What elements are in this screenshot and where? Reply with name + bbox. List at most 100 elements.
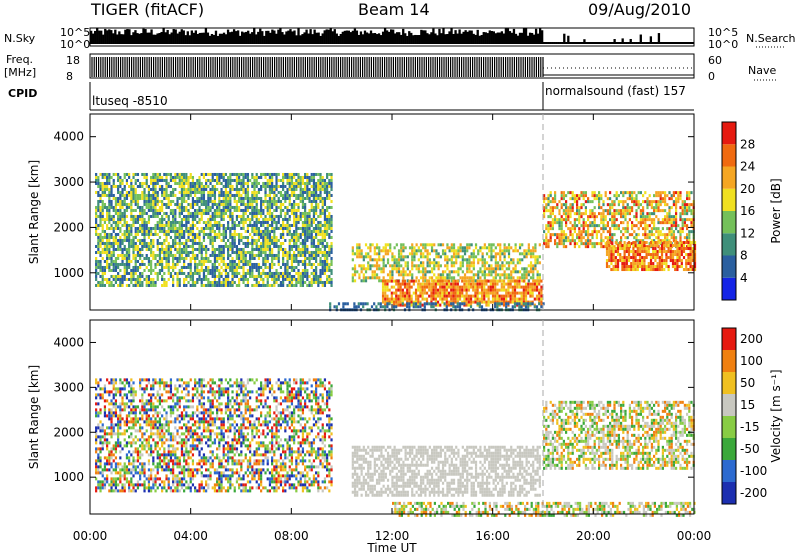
heatmap-cell [308, 181, 311, 185]
heatmap-cell [216, 172, 219, 176]
heatmap-cell [187, 181, 190, 185]
heatmap-cell [218, 274, 221, 278]
heatmap-cell [323, 229, 327, 233]
heatmap-cell [277, 274, 280, 278]
heatmap-cell [275, 241, 278, 245]
heatmap-cell [501, 264, 504, 268]
heatmap-cell [558, 200, 561, 204]
heatmap-cell [132, 193, 135, 197]
heatmap-cell [200, 208, 203, 212]
heatmap-cell [233, 205, 236, 209]
heatmap-cell [390, 285, 393, 289]
heatmap-cell [326, 226, 329, 230]
heatmap-cell [220, 238, 223, 242]
heatmap-cell [319, 262, 322, 266]
heatmap-cell [222, 175, 225, 179]
heatmap-cell [310, 271, 313, 275]
heatmap-cell [147, 232, 151, 236]
heatmap-cell [161, 274, 164, 278]
heatmap-cell [255, 217, 258, 221]
heatmap-cell [97, 232, 100, 236]
nsky-bar [587, 42, 590, 44]
heatmap-cell [218, 232, 221, 236]
heatmap-cell [213, 265, 217, 269]
heatmap-cell [180, 217, 184, 221]
heatmap-cell [231, 265, 234, 269]
heatmap-cell [132, 265, 135, 269]
heatmap-cell [310, 280, 313, 284]
heatmap-cell [224, 244, 228, 248]
heatmap-cell [468, 246, 471, 250]
heatmap-cell [103, 205, 107, 209]
heatmap-cell [209, 259, 212, 263]
heatmap-cell [321, 199, 324, 203]
heatmap-cell [397, 285, 400, 289]
heatmap-cell [490, 243, 493, 247]
heatmap-cell [378, 267, 381, 271]
heatmap-cell [200, 262, 203, 266]
nsky-bar [611, 42, 614, 44]
heatmap-cell [284, 199, 287, 203]
heatmap-cell [222, 247, 225, 251]
heatmap-cell [110, 190, 113, 194]
heatmap-cell [112, 277, 115, 281]
heatmap-cell [312, 187, 316, 191]
heatmap-cell [211, 247, 214, 251]
heatmap-cell [306, 190, 309, 194]
heatmap-cell [112, 244, 115, 248]
heatmap-cell [145, 193, 148, 197]
heatmap-cell [328, 253, 331, 257]
heatmap-cell [461, 288, 464, 292]
heatmap-cell [178, 280, 181, 284]
heatmap-cell [207, 205, 210, 209]
nsky-bar [331, 31, 334, 44]
heatmap-cell [110, 241, 113, 245]
heatmap-cell [505, 288, 508, 292]
heatmap-cell [549, 191, 552, 195]
heatmap-cell [99, 187, 102, 191]
heatmap-cell [535, 297, 539, 301]
heatmap-cell [150, 244, 153, 248]
heatmap-cell [523, 252, 526, 256]
heatmap-cell [351, 249, 354, 253]
heatmap-cell [114, 277, 118, 281]
heatmap-cell [227, 196, 230, 200]
heatmap-cell [200, 172, 203, 176]
heatmap-cell [523, 249, 526, 253]
nsky-bar [426, 33, 429, 44]
heatmap-cell [480, 285, 484, 289]
heatmap-cell [358, 273, 361, 277]
heatmap-cell [198, 274, 201, 278]
heatmap-cell [251, 268, 254, 272]
heatmap-cell [290, 202, 294, 206]
heatmap-cell [467, 282, 470, 286]
heatmap-cell [293, 283, 296, 287]
heatmap-cell [326, 259, 329, 263]
heatmap-cell [163, 247, 166, 251]
heatmap-cell [312, 184, 316, 188]
heatmap-cell [390, 294, 393, 298]
heatmap-cell [323, 235, 327, 239]
heatmap-cell [185, 253, 188, 257]
nsky-bar [216, 35, 220, 44]
heatmap-cell [411, 267, 414, 271]
heatmap-cell [485, 273, 489, 277]
heatmap-cell [397, 279, 400, 283]
heatmap-cell [143, 211, 146, 215]
heatmap-cell [213, 202, 217, 206]
heatmap-cell [315, 190, 318, 194]
heatmap-cell [293, 193, 296, 197]
heatmap-cell [518, 291, 521, 295]
heatmap-cell [183, 229, 186, 233]
nsky-bar [408, 31, 411, 44]
heatmap-cell [231, 259, 234, 263]
nsky-bar [220, 33, 224, 44]
nsky-bar [520, 32, 524, 44]
nsky-bar [251, 32, 254, 44]
heatmap-cell [295, 253, 298, 257]
heatmap-cell [547, 194, 550, 198]
heatmap-cell [386, 249, 390, 253]
nsky-bar [583, 39, 586, 44]
heatmap-cell [271, 238, 274, 242]
heatmap-cell [288, 256, 291, 260]
